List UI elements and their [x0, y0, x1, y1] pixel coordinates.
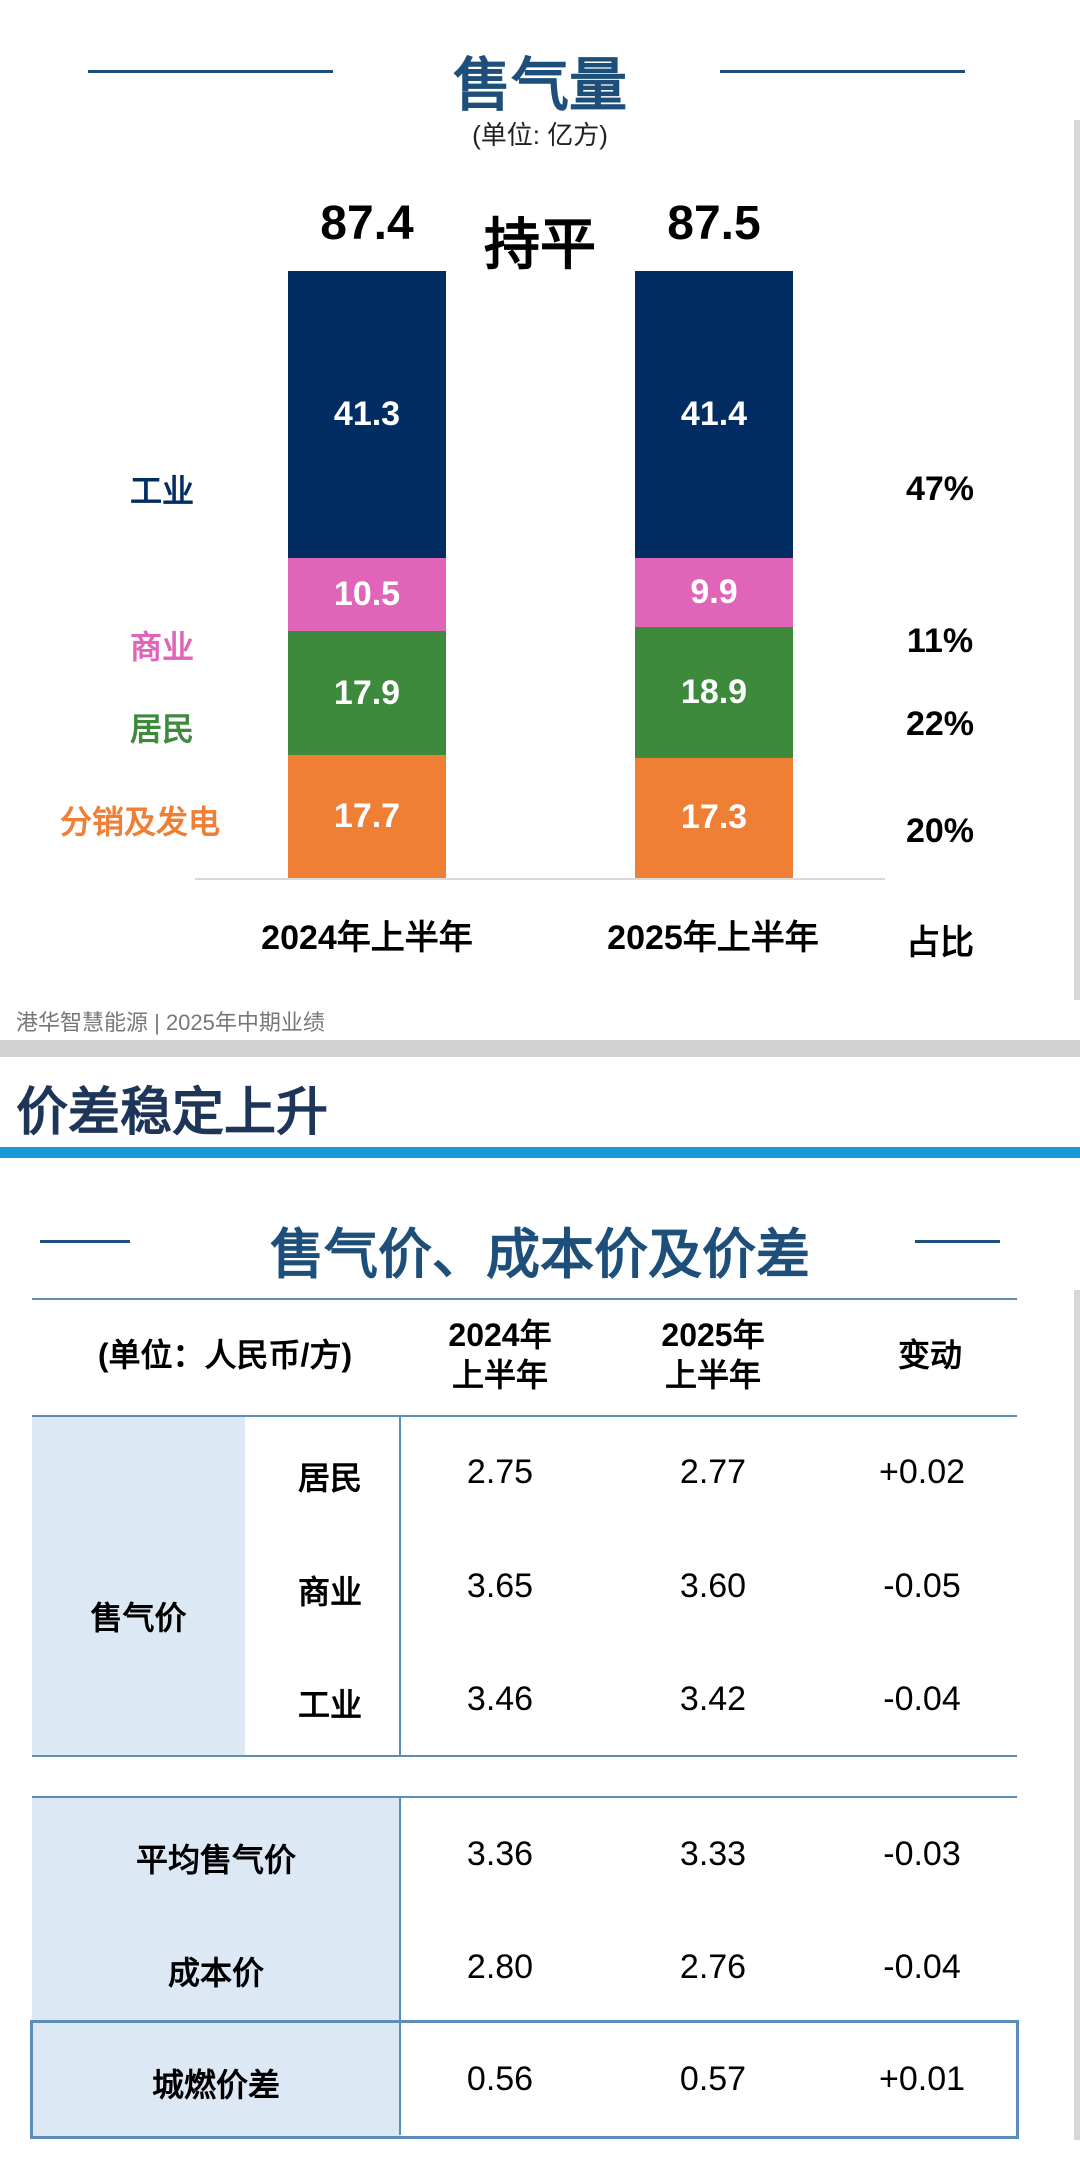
right-edge-bar: [1074, 120, 1080, 1000]
cell-spread-2025: 0.57: [679, 2060, 747, 2098]
section-blue-band: [0, 1147, 1080, 1158]
cell-residential-change: +0.02: [878, 1453, 966, 1491]
volume-unit: (单位: 亿方): [472, 120, 608, 150]
bar-segment-0-2: 10.5: [288, 558, 446, 631]
share-commercial: 11%: [906, 622, 974, 660]
table-title-rule-right: [915, 1240, 1000, 1243]
spread-row-box: [30, 2020, 1019, 2139]
unit-header: (单位：人民币/方): [97, 1337, 353, 1373]
x-label-2025: 2025年上半年: [607, 919, 819, 957]
share-residential: 22%: [905, 705, 975, 743]
cell-spread-change: +0.01: [878, 2060, 966, 2098]
legend-distribution: 分销及发电: [60, 804, 221, 840]
legend-residential: 居民: [130, 711, 195, 747]
bar-segment-1-3: 41.4: [635, 270, 793, 559]
footer-text: 港华智慧能源 | 2025年中期业绩: [16, 1010, 325, 1035]
cell-residential-2025: 2.77: [679, 1453, 747, 1491]
share-header: 占比: [906, 924, 974, 962]
table-vrule-1: [399, 1417, 401, 1757]
group-label-shade: [32, 1417, 245, 1757]
cell-commercial-change: -0.05: [883, 1567, 961, 1605]
bar-segment-1-1: 18.9: [635, 626, 793, 758]
stacked-bar-chart: 17.7 17.9 10.5 41.3 87.4 17.3 18.9 9.9 41.4 87.5: [0, 0, 1080, 1000]
cell-avg-price-2025: 3.33: [679, 1835, 747, 1873]
cell-cost-2025: 2.76: [679, 1948, 747, 1986]
header-change: 变动: [897, 1337, 962, 1373]
bar-total-1: 87.5: [667, 196, 761, 250]
title-rule-left: [88, 70, 333, 73]
title-rule-right: [720, 70, 965, 73]
section-divider: [0, 1040, 1080, 1057]
share-distribution: 20%: [905, 812, 975, 850]
spread-row-vrule: [399, 2023, 401, 2135]
volume-headline: 持平: [484, 213, 596, 276]
row-label-commercial: 商业: [297, 1574, 362, 1610]
cell-industrial-change: -0.04: [883, 1680, 961, 1718]
summary-label-shade: [32, 1797, 400, 2137]
table-title-rule-left: [40, 1240, 130, 1243]
bar-segment-0-3: 41.3: [288, 271, 446, 559]
share-industrial: 47%: [905, 470, 975, 508]
volume-title: 售气量: [452, 53, 627, 118]
header-2025: 2025年 上半年: [661, 1317, 765, 1393]
section-title: 价差稳定上升: [16, 1084, 329, 1142]
cell-spread-2024: 0.56: [466, 2060, 534, 2098]
cell-industrial-2024: 3.46: [466, 1680, 534, 1718]
bar-total-0: 87.4: [320, 197, 414, 251]
legend-commercial: 商业: [130, 629, 195, 665]
cell-residential-2024: 2.75: [466, 1453, 534, 1491]
table-rule-group-end: [32, 1755, 1017, 1757]
cell-cost-change: -0.04: [883, 1948, 961, 1986]
x-label-2024: 2024年上半年: [261, 919, 473, 957]
table-rule-summary-start: [32, 1796, 1017, 1798]
row-label-residential: 居民: [297, 1460, 362, 1496]
header-2024: 2024年 上半年: [448, 1317, 552, 1393]
chart-baseline: [195, 878, 885, 880]
cell-avg-price-change: -0.03: [883, 1835, 961, 1873]
table-vrule-2: [399, 1797, 401, 2022]
bar-segment-0-1: 17.9: [288, 630, 446, 756]
legend-industrial: 工业: [130, 473, 195, 509]
row-label-industrial: 工业: [297, 1687, 362, 1723]
row-label-avg-price: 平均售气价: [135, 1842, 296, 1878]
row-label-cost: 成本价: [167, 1955, 264, 1991]
cell-commercial-2025: 3.60: [679, 1567, 747, 1605]
cell-commercial-2024: 3.65: [466, 1567, 534, 1605]
group-label: 售气价: [90, 1600, 187, 1636]
row-label-spread: 城燃价差: [151, 2067, 280, 2103]
bar-segment-1-0: 17.3: [635, 757, 793, 878]
bar-segment-1-2: 9.9: [635, 558, 793, 627]
cell-industrial-2025: 3.42: [679, 1680, 747, 1718]
right-edge-bar-2: [1074, 1290, 1080, 2140]
cell-cost-2024: 2.80: [466, 1948, 534, 1986]
price-title: 售气价、成本价及价差: [270, 1225, 810, 1285]
table-rule-header: [32, 1415, 1017, 1417]
cell-avg-price-2024: 3.36: [466, 1835, 534, 1873]
table-rule-top: [32, 1298, 1017, 1300]
bar-segment-0-0: 17.7: [288, 755, 446, 878]
